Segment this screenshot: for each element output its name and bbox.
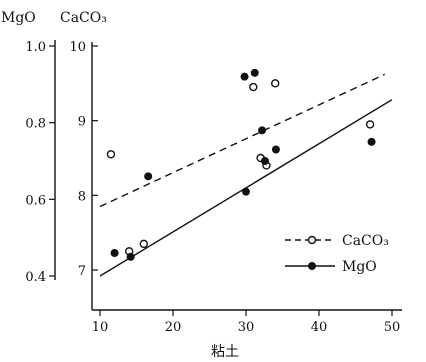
x-tick-label: 40 bbox=[311, 320, 328, 335]
caco3-tick-label: 8 bbox=[78, 189, 86, 204]
caco3-tick-label: 9 bbox=[78, 115, 86, 130]
mgo-point bbox=[110, 249, 119, 257]
left-axis-title: MgO bbox=[1, 10, 36, 26]
mgo-tick-label: 0.8 bbox=[25, 117, 46, 132]
mgo-point bbox=[260, 157, 269, 165]
x-tick-label: 50 bbox=[384, 320, 401, 335]
caco3-point bbox=[271, 79, 280, 88]
mgo-point bbox=[258, 126, 267, 135]
caco3-point bbox=[106, 150, 116, 159]
x-tick-label: 10 bbox=[92, 320, 109, 335]
caco3-trend-line bbox=[99, 73, 385, 208]
legend-mgo-label: MgO bbox=[342, 259, 377, 275]
mgo-tick-label: 0.4 bbox=[25, 270, 46, 285]
right-axis-title: CaCO₃ bbox=[60, 10, 107, 26]
caco3-tick-label: 7 bbox=[78, 264, 86, 279]
mgo-point bbox=[271, 145, 280, 154]
x-axis-title: 粘土 bbox=[211, 344, 239, 360]
x-tick-label: 20 bbox=[165, 320, 182, 335]
caco3-tick-label: 10 bbox=[69, 40, 86, 55]
mgo-tick-label: 0.6 bbox=[25, 193, 46, 208]
data-points bbox=[106, 68, 376, 261]
mgo-point bbox=[367, 137, 376, 146]
mgo-point bbox=[242, 187, 250, 196]
legend-mgo-marker bbox=[308, 262, 316, 270]
mgo-point bbox=[250, 68, 259, 77]
legend: CaCO₃ MgO bbox=[285, 233, 389, 275]
caco3-point bbox=[139, 239, 149, 249]
tick-group: 10 20 30 40 50 7 8 9 10 0.4 0.6 0.8 1.0 bbox=[25, 40, 400, 335]
mgo-tick-label: 1.0 bbox=[25, 40, 46, 55]
legend-caco3-label: CaCO₃ bbox=[342, 233, 389, 249]
mgo-point bbox=[126, 252, 135, 261]
mgo-point bbox=[240, 72, 249, 81]
caco3-point bbox=[365, 120, 375, 129]
x-tick-label: 30 bbox=[238, 320, 255, 335]
mgo-point bbox=[144, 172, 153, 181]
legend-caco3-marker bbox=[307, 235, 317, 245]
caco3-point bbox=[249, 82, 258, 92]
